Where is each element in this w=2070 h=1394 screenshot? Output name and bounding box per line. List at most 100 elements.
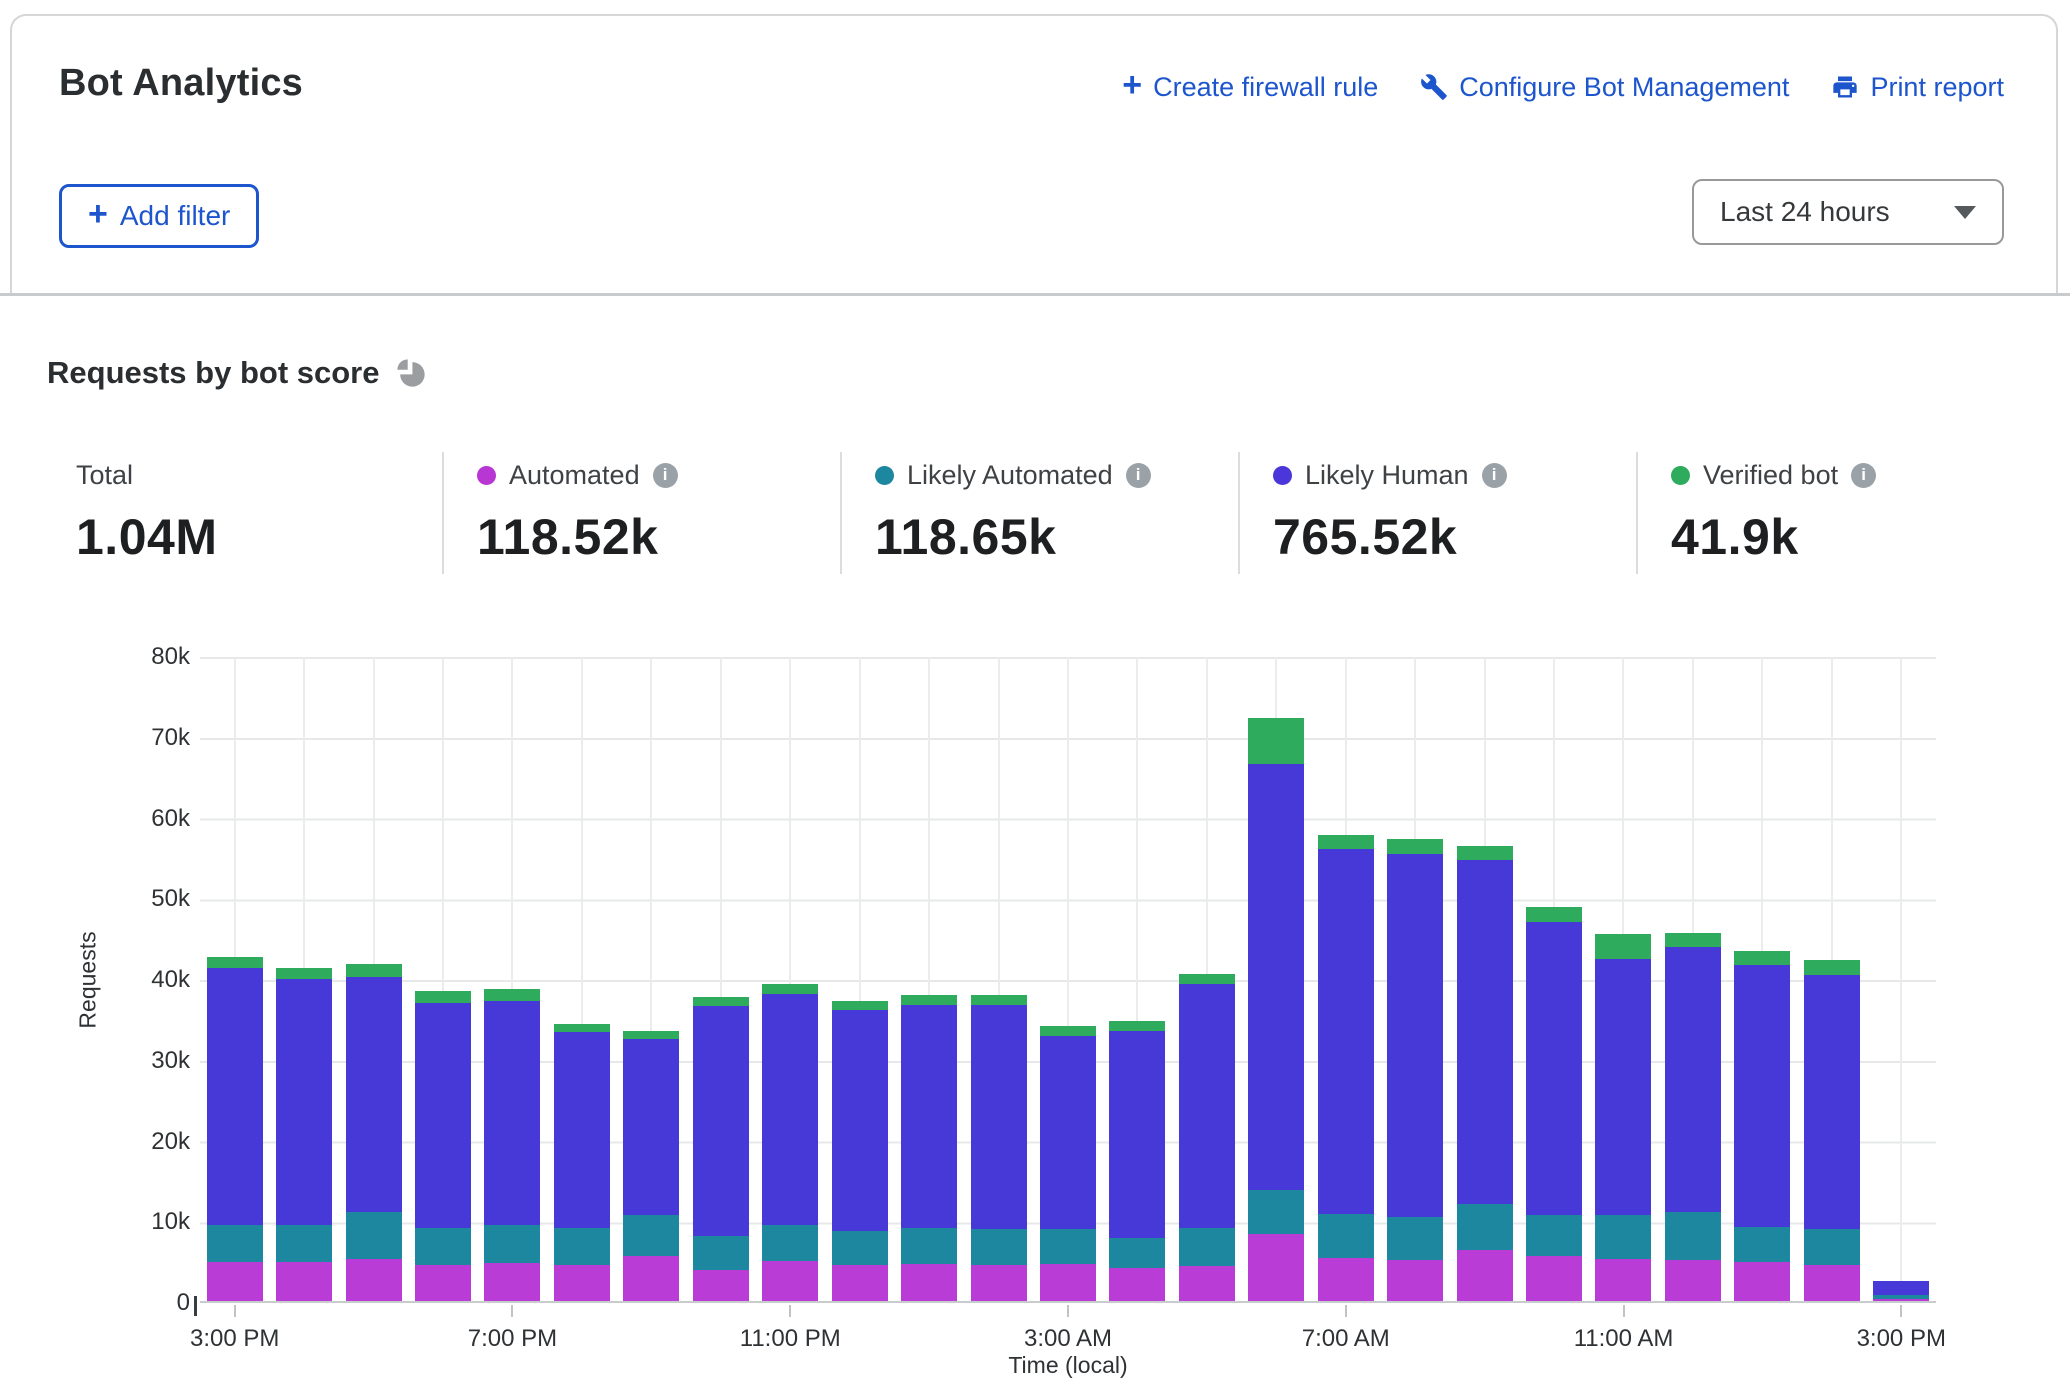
segment-likely-human	[693, 1006, 749, 1236]
pie-chart-icon	[395, 357, 427, 389]
segment-likely-automated	[1248, 1190, 1304, 1234]
segment-likely-automated	[207, 1225, 263, 1262]
bar-slot-4-00-am-13	[1103, 657, 1172, 1301]
segment-likely-human	[1595, 959, 1651, 1216]
y-tick-label: 0	[100, 1289, 190, 1317]
segment-likely-automated	[484, 1225, 540, 1263]
segment-likely-human	[623, 1039, 679, 1214]
bar-slot-12-00-pm-21	[1658, 657, 1727, 1301]
y-tick-label: 30k	[100, 1047, 190, 1075]
legend-dot-verified-bot	[1671, 466, 1690, 485]
bot-analytics-page: Bot Analytics + Create firewall rule Confi…	[0, 0, 2070, 1394]
bar-slot-10-00-am-19	[1519, 657, 1588, 1301]
x-tick-mark	[1067, 1305, 1069, 1317]
bar-slot-2-00-am-11	[964, 657, 1033, 1301]
bar-stack	[832, 1001, 888, 1301]
bar-slot-11-00-pm-8	[756, 657, 825, 1301]
bar-slot-1-00-pm-22	[1728, 657, 1797, 1301]
segment-automated	[207, 1262, 263, 1301]
action-create-firewall-rule[interactable]: + Create firewall rule	[1122, 70, 1378, 104]
segment-likely-automated	[1526, 1215, 1582, 1256]
segment-verified-bot	[1387, 839, 1443, 854]
bar-slot-10-00-pm-7	[686, 657, 755, 1301]
segment-likely-automated	[415, 1228, 471, 1266]
segment-likely-automated	[1109, 1238, 1165, 1268]
stat-label-row: Likely Automatedi	[875, 458, 1238, 492]
bar-slot-2-00-pm-23	[1797, 657, 1866, 1301]
x-axis-title: Time (local)	[1008, 1352, 1127, 1379]
segment-likely-human	[1387, 854, 1443, 1217]
x-tick-mark	[234, 1305, 236, 1317]
segment-verified-bot	[1040, 1026, 1096, 1037]
segment-verified-bot	[1109, 1021, 1165, 1032]
segment-verified-bot	[207, 957, 263, 968]
segment-verified-bot	[1318, 835, 1374, 849]
y-tick-label: 40k	[100, 966, 190, 994]
info-icon[interactable]: i	[1851, 463, 1876, 488]
bar-slot-6-00-am-15	[1242, 657, 1311, 1301]
segment-verified-bot	[762, 984, 818, 994]
stat-value: 1.04M	[76, 508, 442, 566]
bar-stack	[1595, 934, 1651, 1301]
bar-slot-4-00-pm-1	[269, 657, 338, 1301]
stat-value: 118.65k	[875, 508, 1238, 566]
segment-likely-automated	[623, 1215, 679, 1256]
stat-label: Likely Human	[1305, 460, 1469, 491]
segment-likely-automated	[762, 1225, 818, 1261]
segment-likely-automated	[1179, 1228, 1235, 1266]
bar-stack	[554, 1024, 610, 1301]
info-icon[interactable]: i	[653, 463, 678, 488]
segment-automated	[901, 1264, 957, 1301]
segment-likely-automated	[346, 1212, 402, 1259]
segment-verified-bot	[832, 1001, 888, 1010]
segment-verified-bot	[1526, 907, 1582, 922]
segment-verified-bot	[276, 968, 332, 979]
plus-icon: +	[1122, 70, 1142, 104]
bar-stack	[415, 991, 471, 1301]
segment-automated	[1040, 1264, 1096, 1301]
x-tick-mark	[1345, 1305, 1347, 1317]
action-label: Create firewall rule	[1153, 72, 1378, 103]
page-title: Bot Analytics	[59, 62, 303, 105]
y-axis-title: Requests	[75, 931, 102, 1028]
bar-stack	[1387, 839, 1443, 1301]
action-configure-bot-management[interactable]: Configure Bot Management	[1420, 72, 1789, 103]
time-range-select[interactable]: Last 24 hours	[1692, 179, 2004, 245]
bar-slot-12-00-am-9	[825, 657, 894, 1301]
segment-automated	[762, 1261, 818, 1301]
segment-automated	[1665, 1260, 1721, 1301]
action-print-report[interactable]: Print report	[1831, 72, 2004, 103]
segment-verified-bot	[415, 991, 471, 1003]
info-icon[interactable]: i	[1482, 463, 1507, 488]
segment-automated	[1734, 1262, 1790, 1301]
bar-slot-3-00-am-12	[1033, 657, 1102, 1301]
segment-automated	[1457, 1250, 1513, 1301]
stat-value: 118.52k	[477, 508, 840, 566]
bar-slot-7-00-am-16	[1311, 657, 1380, 1301]
add-filter-button[interactable]: + Add filter	[59, 184, 259, 248]
segment-likely-human	[1804, 975, 1860, 1229]
segment-likely-automated	[1318, 1214, 1374, 1258]
segment-automated	[693, 1270, 749, 1301]
segment-verified-bot	[971, 995, 1027, 1006]
segment-automated	[484, 1263, 540, 1301]
bar-stack	[276, 968, 332, 1301]
add-filter-label: Add filter	[120, 200, 231, 232]
segment-verified-bot	[623, 1031, 679, 1040]
bar-stack	[484, 989, 540, 1301]
y-tick-label: 80k	[100, 643, 190, 671]
segment-likely-human	[1457, 860, 1513, 1204]
stat-label-row: Total	[76, 458, 442, 492]
stat-label: Total	[76, 460, 133, 491]
info-icon[interactable]: i	[1126, 463, 1151, 488]
segment-automated	[1179, 1266, 1235, 1301]
vertical-gridline	[1900, 657, 1902, 1301]
segment-automated	[971, 1265, 1027, 1301]
segment-likely-human	[1179, 984, 1235, 1228]
bar-stack	[1457, 846, 1513, 1301]
segment-automated	[1387, 1260, 1443, 1301]
segment-likely-human	[554, 1032, 610, 1227]
x-tick-label: 7:00 PM	[468, 1325, 557, 1353]
legend-dot-likely-human	[1273, 466, 1292, 485]
header-actions: + Create firewall rule Configure Bot Manag…	[1122, 70, 2004, 104]
